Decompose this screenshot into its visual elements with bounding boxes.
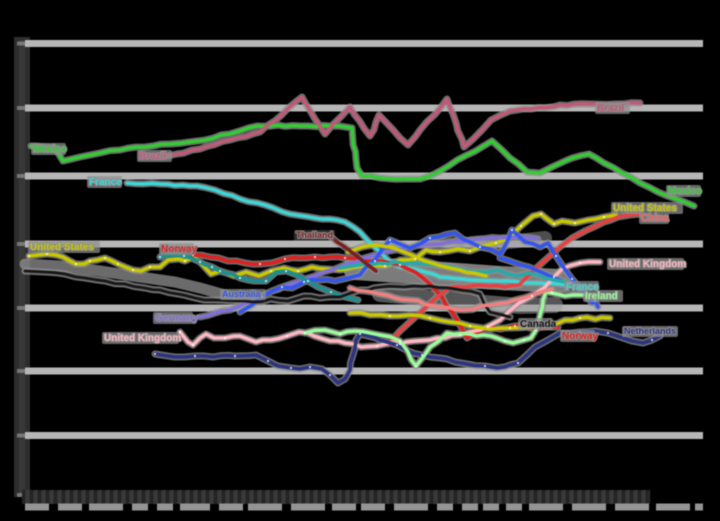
svg-text:Thailand: Thailand	[296, 230, 333, 240]
svg-text:France: France	[566, 282, 599, 293]
svg-text:Netherlands: Netherlands	[624, 326, 676, 336]
svg-text:United States: United States	[30, 242, 94, 253]
svg-text:Mexico: Mexico	[668, 186, 702, 197]
svg-text:Brazil: Brazil	[597, 103, 624, 114]
svg-text:Brazil: Brazil	[139, 151, 166, 162]
svg-text:Canada: Canada	[520, 319, 557, 330]
svg-text:United States: United States	[613, 203, 677, 214]
svg-text:Ireland: Ireland	[585, 291, 618, 302]
svg-text:Norway: Norway	[161, 244, 198, 255]
svg-text:Mexico: Mexico	[33, 144, 67, 155]
svg-text:Australia: Australia	[222, 289, 262, 299]
svg-text:China: China	[641, 213, 669, 224]
svg-text:Germany: Germany	[155, 313, 199, 324]
svg-text:Norway: Norway	[562, 331, 599, 342]
svg-text:United Kingdom: United Kingdom	[609, 259, 686, 270]
svg-text:United Kingdom: United Kingdom	[104, 333, 181, 344]
svg-text:France: France	[89, 177, 122, 188]
